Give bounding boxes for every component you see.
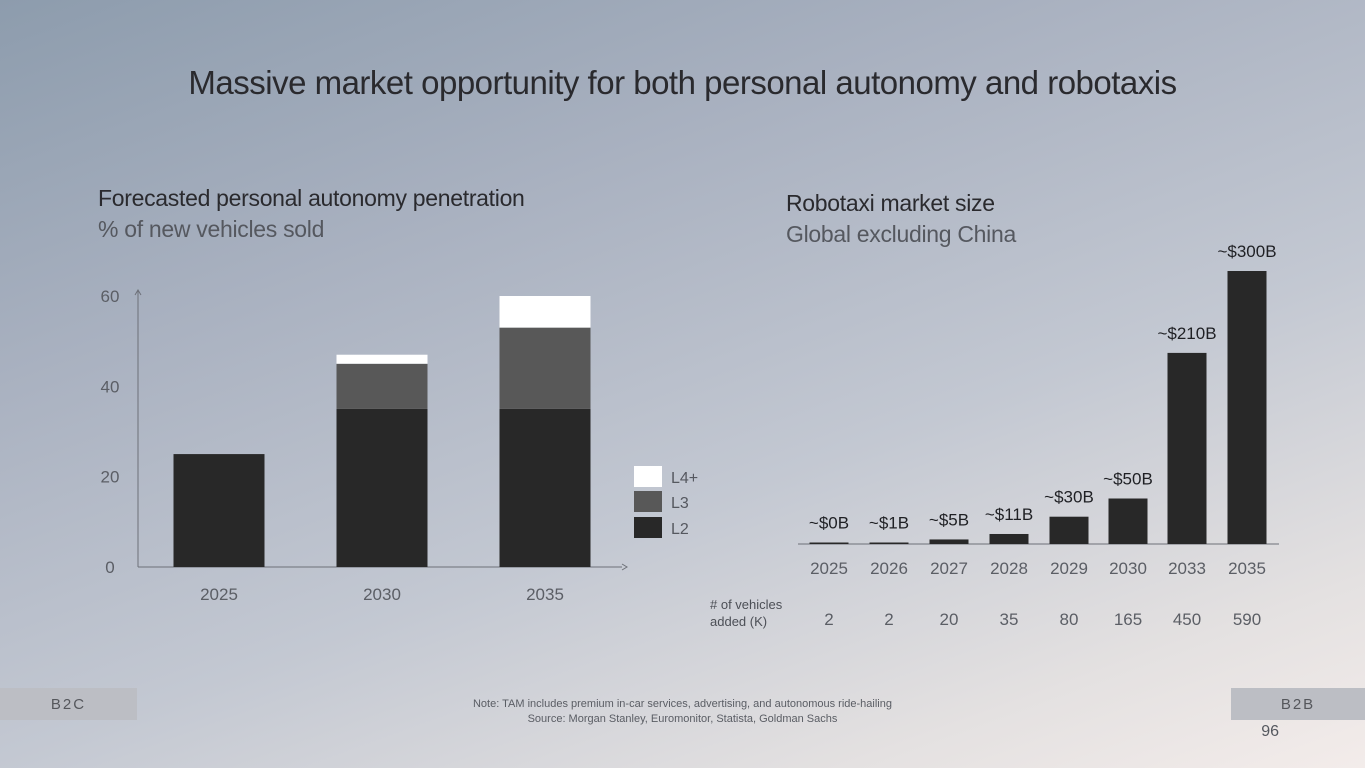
robotaxi-bar-2027 [929, 539, 969, 544]
robotaxi-year-label: 2027 [930, 559, 968, 578]
x-tick-label: 2025 [200, 585, 238, 604]
robotaxi-value-label: ~$0B [809, 514, 849, 533]
x-tick-label: 2035 [526, 585, 564, 604]
vehicles-added-value: 450 [1173, 610, 1201, 629]
robotaxi-year-label: 2033 [1168, 559, 1206, 578]
robotaxi-bar-2025 [809, 542, 849, 544]
vehicles-added-value: 590 [1233, 610, 1261, 629]
bar-l3-2030 [336, 363, 428, 409]
legend-label-l3: L3 [671, 495, 689, 512]
page-number: 96 [1261, 723, 1279, 740]
left-chart-title: Forecasted personal autonomy penetration [98, 185, 525, 211]
robotaxi-year-label: 2030 [1109, 559, 1147, 578]
vehicles-added-value: 80 [1060, 610, 1079, 629]
robotaxi-bar-2035 [1227, 271, 1267, 544]
vehicles-added-value: 165 [1114, 610, 1142, 629]
robotaxi-value-label: ~$300B [1217, 242, 1276, 261]
right-chart-title: Robotaxi market size [786, 190, 995, 216]
y-tick-label: 0 [105, 558, 114, 577]
y-tick-label: 40 [101, 377, 120, 396]
legend-swatch-l4-plus [634, 466, 662, 487]
robotaxi-bar-2030 [1108, 498, 1148, 544]
bar-l2-2035 [499, 408, 591, 567]
robotaxi-bar-2028 [989, 533, 1029, 544]
legend-label-l4-plus: L4+ [671, 470, 698, 487]
bar-l2-2025 [173, 454, 265, 567]
robotaxi-bar-2033 [1167, 352, 1207, 544]
legend-swatch-l2 [634, 517, 662, 538]
bar-l3-2035 [499, 327, 591, 409]
robotaxi-value-label: ~$30B [1044, 488, 1094, 507]
robotaxi-value-label: ~$1B [869, 514, 909, 533]
bar-l2-2030 [336, 408, 428, 567]
robotaxi-value-label: ~$5B [929, 510, 969, 529]
legend-label-l2: L2 [671, 521, 689, 538]
y-axis-arrow [134, 289, 142, 296]
page-title: Massive market opportunity for both pers… [188, 64, 1177, 101]
bar-l4-plus-2035 [499, 296, 591, 328]
b2b-badge: B2B [1231, 688, 1365, 720]
legend-swatch-l3 [634, 491, 662, 512]
right-chart-subtitle: Global excluding China [786, 221, 1016, 247]
robotaxi-year-label: 2028 [990, 559, 1028, 578]
b2c-badge: B2C [0, 688, 137, 720]
robotaxi-value-label: ~$210B [1157, 324, 1216, 343]
robotaxi-value-label: ~$50B [1103, 470, 1153, 489]
y-tick-label: 20 [101, 468, 120, 487]
source-note: Source: Morgan Stanley, Euromonitor, Sta… [527, 713, 838, 725]
y-tick-label: 60 [101, 287, 120, 306]
x-axis-arrow [621, 563, 628, 571]
robotaxi-bar-2026 [869, 542, 909, 544]
vehicles-added-value: 35 [1000, 610, 1019, 629]
vehicles-added-value: 2 [884, 610, 893, 629]
vehicles-added-value: 20 [940, 610, 959, 629]
robotaxi-year-label: 2025 [810, 559, 848, 578]
robotaxi-value-label: ~$11B [985, 505, 1033, 524]
left-chart-subtitle: % of new vehicles sold [98, 216, 325, 242]
footnote: Note: TAM includes premium in-car servic… [472, 698, 892, 710]
robotaxi-bar-2029 [1049, 516, 1089, 544]
robotaxi-year-label: 2035 [1228, 559, 1266, 578]
robotaxi-year-label: 2026 [870, 559, 908, 578]
x-tick-label: 2030 [363, 585, 401, 604]
robotaxi-year-label: 2029 [1050, 559, 1088, 578]
bar-l4-plus-2030 [336, 354, 428, 364]
vehicles-added-value: 2 [824, 610, 833, 629]
vehicles-added-label: # of vehicles added (K) [710, 597, 783, 629]
